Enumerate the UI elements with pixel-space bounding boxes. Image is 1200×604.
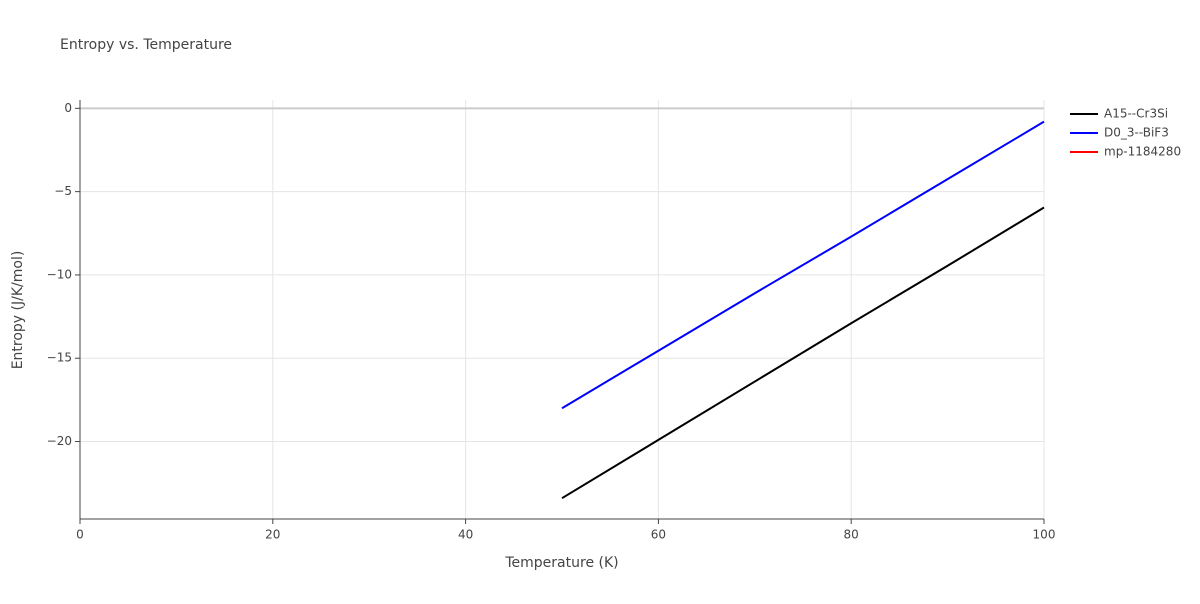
x-tick-label: 0 [76,528,84,542]
y-tick-label: −20 [47,434,72,448]
legend-label: A15--Cr3Si [1104,107,1168,121]
series-line [561,120,1045,410]
x-tick-label: 80 [844,528,859,542]
y-tick-label: −15 [47,351,72,365]
y-tick-label: 0 [64,101,72,115]
chart-title: Entropy vs. Temperature [60,37,232,53]
x-tick-label: 20 [265,528,280,542]
x-tick-label: 40 [458,528,473,542]
series-line [561,206,1045,500]
y-tick-label: −5 [54,184,72,198]
x-tick-label: 100 [1033,528,1056,542]
x-axis-title: Temperature (K) [504,555,618,571]
legend-label: mp-1184280 [1104,145,1181,159]
legend-label: D0_3--BiF3 [1104,126,1169,140]
y-tick-label: −10 [47,267,72,281]
x-tick-label: 60 [651,528,666,542]
y-axis-title: Entropy (J/K/mol) [10,251,26,370]
